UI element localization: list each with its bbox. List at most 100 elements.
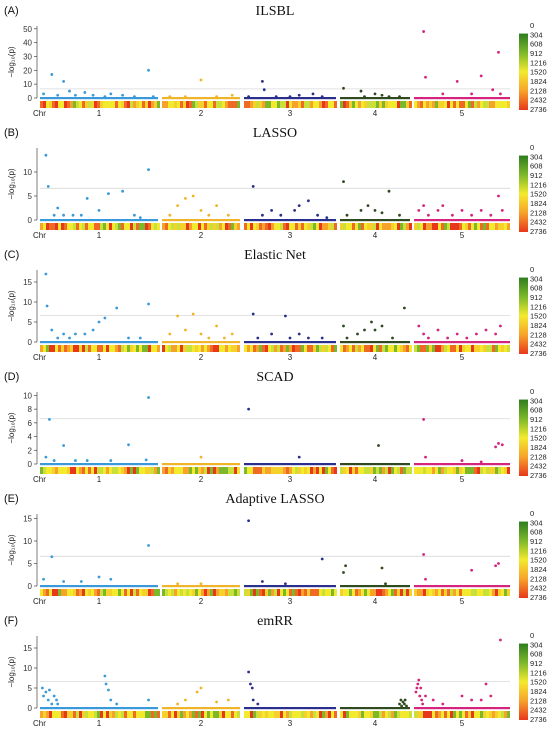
density-cell — [465, 345, 468, 352]
density-cell — [426, 345, 429, 352]
density-cell — [394, 101, 397, 108]
density-cell — [139, 589, 142, 596]
density-cell — [420, 589, 423, 596]
density-cell — [88, 101, 91, 108]
snp-point — [417, 678, 421, 682]
density-cell — [55, 345, 58, 352]
density-cell — [456, 467, 459, 474]
density-cell — [43, 223, 46, 230]
legend-tick-label: 0 — [530, 265, 534, 274]
snp-point — [133, 95, 136, 99]
density-cell — [453, 345, 456, 352]
density-cell — [79, 589, 82, 596]
density-cell — [198, 589, 201, 596]
density-cell — [130, 589, 133, 596]
density-cell — [46, 467, 49, 474]
snp-point — [489, 213, 493, 217]
density-cell — [409, 345, 412, 352]
density-cell — [171, 711, 174, 718]
density-cell — [465, 711, 468, 718]
snp-point — [199, 686, 203, 690]
density-cell — [364, 223, 367, 230]
density-cell — [295, 101, 298, 108]
density-cell — [283, 589, 286, 596]
density-cell — [73, 101, 76, 108]
snp-point — [270, 209, 273, 212]
density-cell — [358, 711, 361, 718]
density-cell — [100, 467, 103, 474]
chr-label-1: 1 — [97, 231, 102, 240]
snp-point — [380, 211, 384, 215]
density-cell — [340, 101, 343, 108]
snp-point — [497, 442, 500, 445]
density-cell — [352, 711, 355, 718]
snp-point — [479, 74, 483, 78]
density-cell — [343, 345, 346, 352]
legend-tick-label: 2432 — [530, 584, 547, 593]
snp-point — [307, 199, 310, 203]
chr-label-2: 2 — [199, 597, 204, 606]
density-cell — [67, 223, 70, 230]
snp-point — [215, 324, 219, 328]
density-cell — [292, 467, 295, 474]
density-cell — [67, 711, 70, 718]
density-cell — [495, 589, 498, 596]
density-cell — [310, 711, 313, 718]
chr-baseline-4 — [340, 707, 410, 710]
density-cell — [397, 711, 400, 718]
snp-density-strip-chr3 — [244, 101, 337, 108]
density-cell — [274, 711, 277, 718]
y-tick-label: 20 — [23, 66, 32, 75]
density-cell — [397, 589, 400, 596]
series-chr1 — [42, 544, 150, 583]
snp-point — [460, 209, 464, 212]
snp-point — [494, 564, 497, 568]
y-tick-label: 5 — [28, 318, 33, 327]
density-cell — [444, 223, 447, 230]
density-cell — [459, 101, 462, 108]
density-cell — [331, 467, 334, 474]
density-cell — [409, 467, 412, 474]
density-cell — [43, 101, 46, 108]
density-cell — [195, 467, 198, 474]
snp-point — [441, 702, 445, 706]
density-cell — [465, 467, 468, 474]
density-cell — [298, 589, 301, 596]
snp-point — [103, 674, 107, 678]
density-cell — [355, 467, 358, 474]
legend-tick-label: 304 — [530, 396, 543, 405]
density-cell — [174, 101, 177, 108]
chr-label-3: 3 — [288, 231, 293, 240]
snp-point — [226, 698, 230, 702]
snp-point — [48, 688, 51, 692]
legend-tick-label: 0 — [530, 509, 534, 518]
density-cell — [265, 711, 268, 718]
density-cell — [204, 711, 207, 718]
density-cell — [286, 223, 289, 230]
snp-density-strip-chr2 — [162, 101, 240, 108]
density-cell — [222, 345, 225, 352]
density-cell — [501, 589, 504, 596]
density-cell — [277, 589, 280, 596]
density-cell — [331, 711, 334, 718]
series-chr3 — [247, 407, 301, 459]
density-cell — [151, 589, 154, 596]
density-cell — [139, 467, 142, 474]
density-cell — [400, 589, 403, 596]
density-cell — [145, 345, 148, 352]
snp-density-strip-chr1 — [40, 223, 160, 230]
snp-point — [247, 519, 251, 523]
density-cell — [343, 467, 346, 474]
density-cell — [253, 101, 256, 108]
density-cell — [237, 589, 240, 596]
density-cell — [274, 467, 277, 474]
y-tick-label: 5 — [28, 560, 33, 569]
snp-point — [320, 336, 324, 340]
density-cell — [136, 101, 139, 108]
density-cell — [450, 467, 453, 474]
legend-tick-label: 608 — [530, 284, 543, 293]
snp-point — [44, 153, 48, 157]
density-cell — [228, 345, 231, 352]
density-cell — [432, 345, 435, 352]
density-cell — [201, 101, 204, 108]
